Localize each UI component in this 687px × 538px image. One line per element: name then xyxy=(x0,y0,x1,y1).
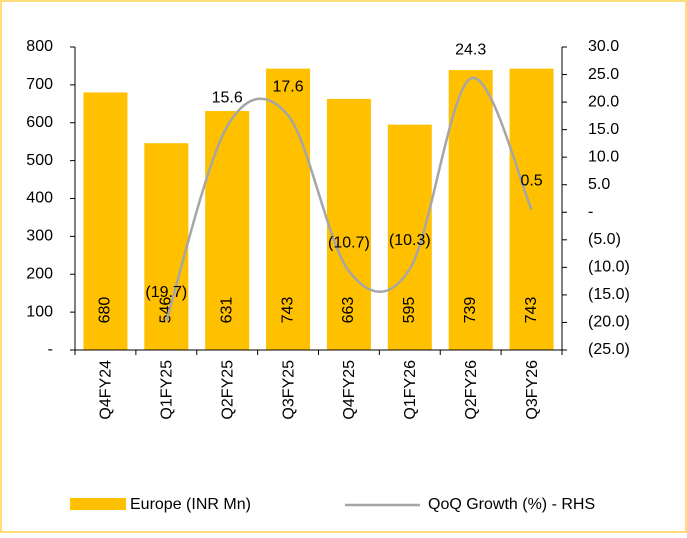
bar xyxy=(83,92,128,350)
y-tick-label: 500 xyxy=(26,152,53,169)
y-tick-label: 400 xyxy=(26,190,53,207)
y2-tick-label: 20.0 xyxy=(588,93,619,110)
y2-tick-label: (10.0) xyxy=(588,259,630,276)
bar-value-label: 595 xyxy=(401,297,418,324)
bar xyxy=(387,124,432,350)
bar-value-label: 743 xyxy=(523,297,540,324)
x-tick-label: Q4FY24 xyxy=(98,360,115,420)
bar-value-label: 663 xyxy=(340,297,357,324)
x-tick-label: Q1FY25 xyxy=(159,360,176,420)
y-tick-label: 100 xyxy=(26,303,53,320)
y2-tick-label: 15.0 xyxy=(588,121,619,138)
y2-tick-label: 5.0 xyxy=(588,176,610,193)
x-tick-label: Q3FY26 xyxy=(524,360,541,420)
bar xyxy=(448,70,493,350)
y-tick-label: 200 xyxy=(26,265,53,282)
y-tick-label: 600 xyxy=(26,114,53,131)
y2-tick-label: (25.0) xyxy=(588,341,630,358)
x-tick-label: Q4FY25 xyxy=(341,360,358,420)
line-value-label: 24.3 xyxy=(455,42,486,59)
bar xyxy=(205,111,250,350)
y-tick-label: 300 xyxy=(26,228,53,245)
line-value-label: 15.6 xyxy=(212,90,243,107)
legend-swatch-bar xyxy=(70,498,126,510)
y-tick-label: 800 xyxy=(26,38,53,55)
y2-tick-label: - xyxy=(588,203,593,220)
y2-tick-label: (15.0) xyxy=(588,286,630,303)
x-tick-label: Q2FY25 xyxy=(219,360,236,420)
y-tick-label: - xyxy=(48,341,53,358)
bar-value-label: 739 xyxy=(462,297,479,324)
line-value-label: (10.3) xyxy=(389,232,431,249)
x-tick-label: Q1FY26 xyxy=(402,360,419,420)
x-tick-label: Q2FY26 xyxy=(463,360,480,420)
line-value-label: (19.7) xyxy=(145,284,187,301)
line-value-label: (10.7) xyxy=(328,234,370,251)
bar-value-label: 743 xyxy=(279,297,296,324)
bar xyxy=(144,143,189,350)
y2-tick-label: (5.0) xyxy=(588,231,621,248)
line-value-label: 17.6 xyxy=(272,79,303,96)
line-value-label: 0.5 xyxy=(520,173,542,190)
y2-tick-label: 30.0 xyxy=(588,38,619,55)
bar xyxy=(326,98,371,350)
x-tick-label: Q3FY25 xyxy=(280,360,297,420)
bar-value-label: 680 xyxy=(97,297,114,324)
y2-tick-label: 10.0 xyxy=(588,148,619,165)
y2-tick-label: 25.0 xyxy=(588,66,619,83)
bar-value-label: 631 xyxy=(218,297,235,324)
y2-tick-label: (20.0) xyxy=(588,314,630,331)
legend-label: QoQ Growth (%) - RHS xyxy=(428,496,595,513)
line xyxy=(165,76,533,322)
y-tick-label: 700 xyxy=(26,76,53,93)
legend-label: Europe (INR Mn) xyxy=(130,496,251,513)
